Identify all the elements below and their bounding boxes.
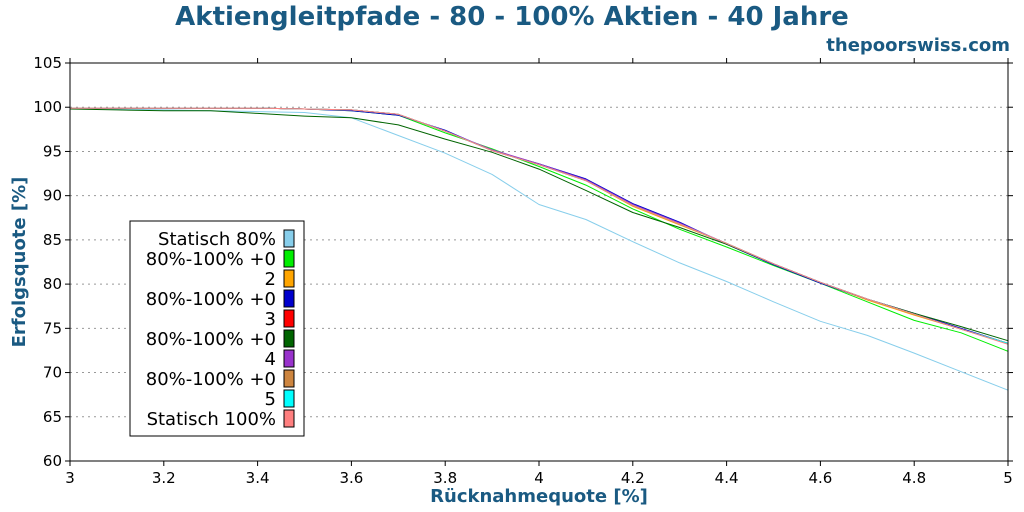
x-tick-label: 4.4 [715, 469, 739, 487]
y-axis-ticks: 60 65 70 75 80 85 90 95 100 105 [33, 54, 1013, 470]
x-tick-label: 4.8 [902, 469, 926, 487]
x-tick-label: 4.6 [808, 469, 832, 487]
legend-label: 80%-100% +0 [146, 369, 276, 390]
series-line-9 [70, 107, 1009, 345]
legend-label: 80%-100% +0 [146, 249, 276, 270]
legend-box [129, 220, 305, 437]
legend-label: Statisch 100% [147, 409, 276, 430]
x-tick-label: 5 [1003, 469, 1013, 487]
legend-label: 2 [265, 269, 276, 290]
chart-title: Aktiengleitpfade - 80 - 100% Aktien - 40… [175, 2, 849, 32]
legend-swatch [283, 269, 295, 288]
y-tick-label: 95 [43, 142, 62, 160]
x-axis-label: Rücknahmequote [%] [430, 486, 648, 507]
x-tick-label: 3.8 [433, 469, 457, 487]
legend-label: 80%-100% +0 [146, 329, 276, 350]
legend-label: Statisch 80% [158, 229, 276, 250]
y-axis-label: Erfolgsquote [%] [9, 177, 30, 348]
legend-swatch [283, 289, 295, 308]
legend-label: 80%-100% +0 [146, 289, 276, 310]
legend-label: 3 [265, 309, 276, 330]
y-tick-label: 105 [33, 54, 62, 72]
legend-swatch [283, 329, 295, 348]
legend-swatch [283, 369, 295, 388]
series-lines [69, 107, 1009, 391]
series-line-0 [69, 107, 1009, 391]
y-tick-label: 70 [43, 364, 62, 382]
legend-swatch [283, 389, 295, 408]
x-tick-label: 4 [534, 469, 544, 487]
y-tick-label: 60 [43, 452, 62, 470]
legend-swatch [283, 309, 295, 328]
legend-label: 5 [265, 389, 276, 410]
y-tick-label: 75 [43, 319, 62, 337]
legend-swatch [283, 409, 295, 428]
y-tick-label: 85 [43, 231, 62, 249]
legend-swatch [283, 349, 295, 368]
x-tick-label: 3.2 [152, 469, 176, 487]
x-axis-ticks: 3 3.2 3.4 3.6 3.8 4 4.2 4.4 4.6 4.8 5 [65, 58, 1013, 487]
x-tick-label: 3 [65, 469, 75, 487]
y-tick-label: 80 [43, 275, 62, 293]
y-tick-label: 65 [43, 408, 62, 426]
y-tick-label: 90 [43, 187, 62, 205]
legend-label: 4 [265, 349, 276, 370]
y-tick-label: 100 [33, 98, 62, 116]
legend-swatch [283, 249, 295, 268]
x-tick-label: 4.2 [621, 469, 645, 487]
x-tick-label: 3.4 [246, 469, 270, 487]
watermark: thepoorswiss.com [826, 35, 1010, 56]
legend-swatch [283, 229, 295, 248]
x-tick-label: 3.6 [339, 469, 363, 487]
